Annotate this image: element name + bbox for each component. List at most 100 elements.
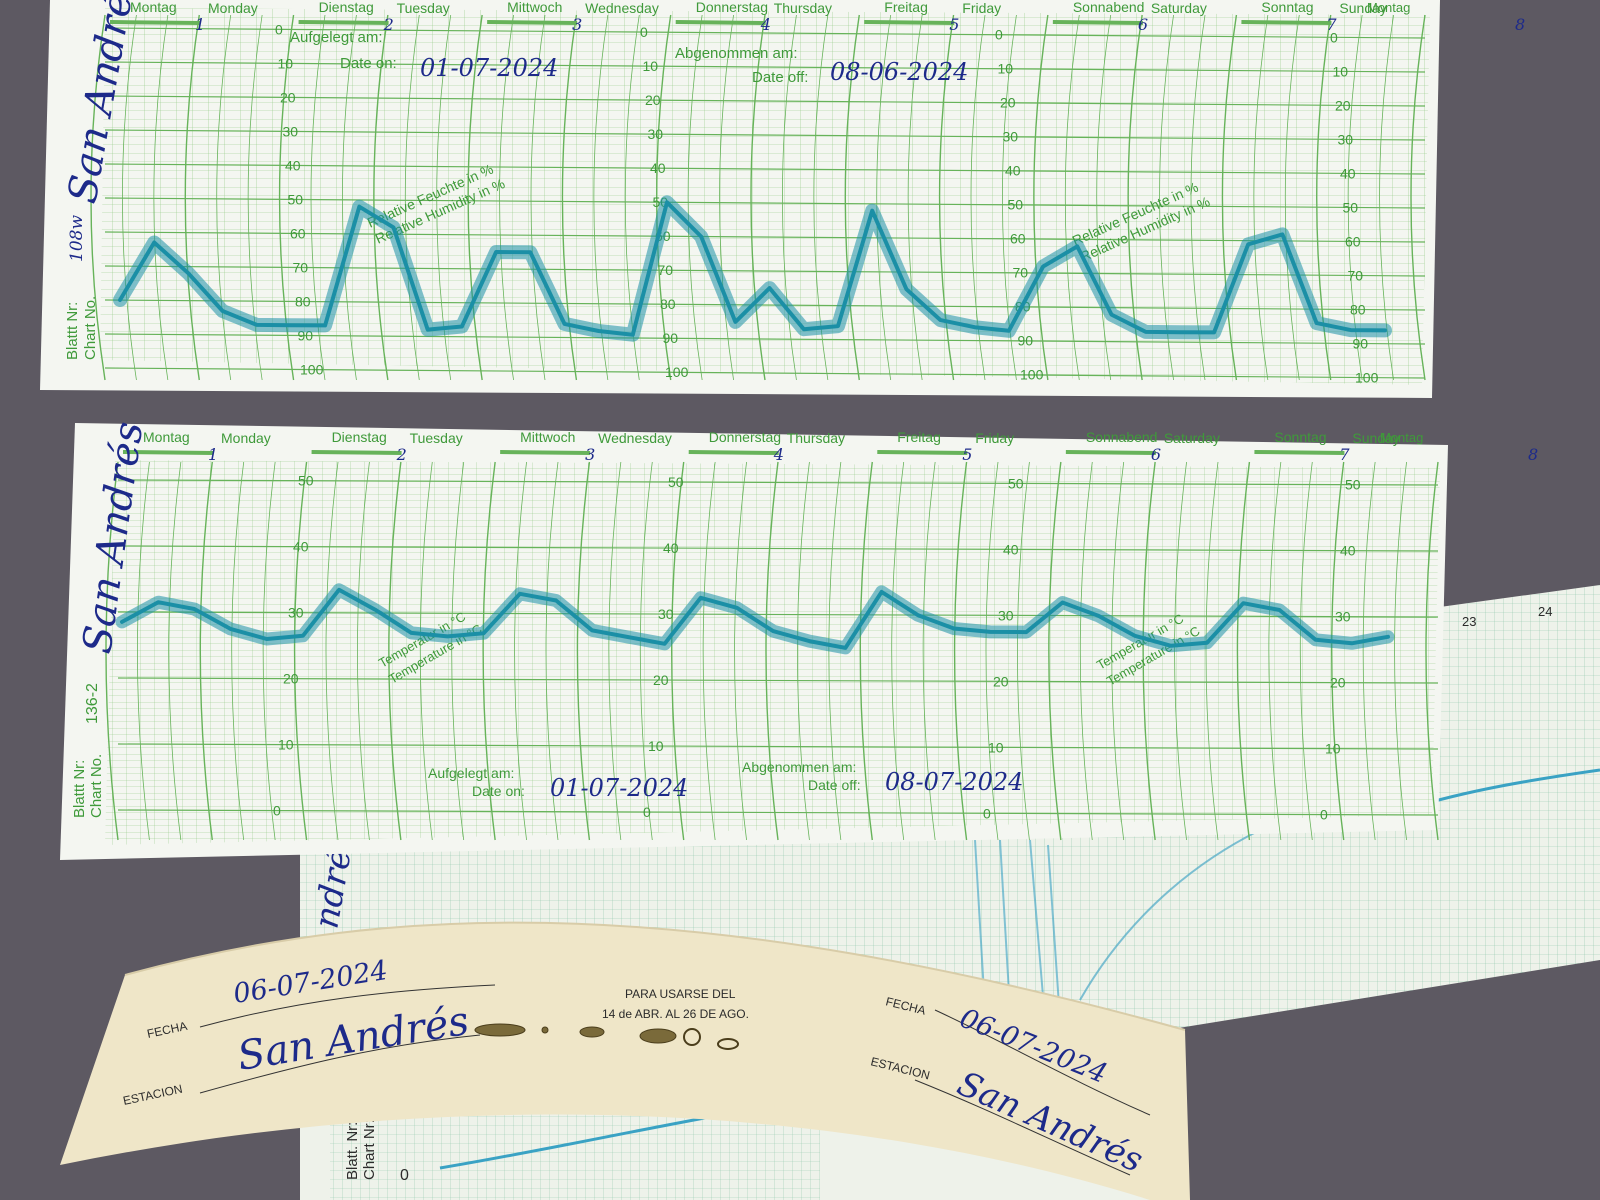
grid-arc <box>1236 461 1251 841</box>
scale-label: 10 <box>1333 63 1349 79</box>
scale-label: 40 <box>1340 543 1356 559</box>
grid-level-line <box>104 163 1426 175</box>
scale-label: 80 <box>1350 301 1366 317</box>
humidity-trace-blot <box>113 195 1392 342</box>
grid-arc <box>293 461 308 841</box>
grid-arc <box>859 461 873 841</box>
day-bar <box>864 20 955 25</box>
scale-label: 40 <box>285 157 301 173</box>
scale-label: 70 <box>293 259 309 275</box>
day-label-en: Thursday <box>774 0 832 16</box>
scale-label: 100 <box>300 361 324 377</box>
humidity-scale: 0102030405060708090100010203040506070809… <box>275 21 1379 385</box>
grid-arc <box>168 461 182 841</box>
scale-label: 20 <box>1330 675 1346 691</box>
day-label-en: Saturday <box>1151 0 1207 16</box>
day-number: 3 <box>572 15 582 34</box>
scale-label: 30 <box>998 607 1014 623</box>
grid-level-line <box>104 265 1426 277</box>
day-label-de: Montag <box>1367 0 1410 15</box>
grid-arc <box>184 14 200 381</box>
day-label-de: Freitag <box>884 0 928 15</box>
scale-label: 70 <box>1013 265 1029 281</box>
scale-label: 30 <box>283 123 299 139</box>
sun-burn-marks <box>474 1023 739 1050</box>
scale-label: 40 <box>650 160 666 176</box>
grid-level-line <box>104 61 1426 73</box>
scale-label: 40 <box>1005 163 1021 179</box>
grid-arc <box>1142 461 1156 841</box>
scale-label: 80 <box>295 293 311 309</box>
grid-arc <box>702 461 716 841</box>
grid-arc <box>639 461 653 841</box>
grid-arc <box>576 461 591 841</box>
grid-arc <box>514 461 527 841</box>
grid-arc <box>1017 461 1030 841</box>
scale-label: 0 <box>640 24 648 40</box>
day-number: 2 <box>396 445 407 464</box>
grid-arc <box>216 14 232 381</box>
grid-arc <box>922 461 936 841</box>
grid-arc <box>1425 461 1439 841</box>
day-bar <box>298 20 389 25</box>
day-label-en: Wednesday <box>598 430 672 446</box>
humidity-chart-no-label-en: Chart No. <box>82 296 99 360</box>
day-label-en: Friday <box>962 0 1001 16</box>
day-number: 8 <box>1528 445 1538 464</box>
day-number: 7 <box>1339 445 1350 464</box>
scale-label: 10 <box>988 739 1004 755</box>
grid-arc <box>1079 461 1093 841</box>
grid-level-line <box>117 677 1439 684</box>
day-label-de: Sonnabend <box>1086 429 1158 445</box>
grid-arc <box>451 461 465 841</box>
day-label-en: Wednesday <box>585 0 659 16</box>
day-bar <box>1052 20 1143 25</box>
temperature-scale: 50 40 30 20 10 0 50 40 30 20 10 0 50 40 30 20 10 0 50 40 30 2… <box>273 473 1361 823</box>
day-bar <box>311 450 402 455</box>
grid-level-line <box>117 743 1439 750</box>
scale-label: 50 <box>1008 197 1024 213</box>
grid-level-line <box>104 95 1426 107</box>
humidity-date-off: 08-06-2024 <box>830 58 968 86</box>
scale-label: 20 <box>280 89 296 105</box>
scale-label: 0 <box>1330 29 1338 45</box>
day-bar <box>487 20 578 25</box>
grid-arc <box>1221 14 1238 381</box>
grid-level-line <box>104 27 1426 39</box>
grid-arc <box>545 461 559 841</box>
grid-arc <box>907 14 923 381</box>
scale-label: 0 <box>995 27 1003 43</box>
grid-arc <box>1033 14 1049 381</box>
day-label-en: Saturday <box>1164 430 1220 446</box>
scale-label: 60 <box>1345 233 1361 249</box>
temperature-date-on: 01-07-2024 <box>550 774 688 802</box>
grid-arc <box>499 14 514 381</box>
day-label-de: Sonntag <box>1261 0 1313 15</box>
scale-label: 50 <box>298 473 314 489</box>
scale-label: 0 <box>273 803 281 819</box>
day-label-en: Thursday <box>787 430 845 446</box>
grid-arc <box>1048 461 1062 841</box>
grid-arc <box>844 14 860 381</box>
humidity-grid <box>90 14 1426 381</box>
hour-label-23: 23 <box>1462 614 1476 629</box>
grid-level-line <box>117 809 1439 816</box>
scale-label: 40 <box>1340 165 1356 181</box>
day-number: 4 <box>773 445 784 464</box>
grid-arc <box>357 461 370 841</box>
temperature-chart: 5040302010050403020100504030201005040302… <box>60 419 1538 860</box>
day-label-en: Friday <box>975 430 1014 446</box>
grid-arc <box>985 461 999 841</box>
scale-label: 30 <box>1003 129 1019 145</box>
grid-level-line <box>117 611 1439 618</box>
grid-arc <box>388 461 402 841</box>
grid-level-line <box>117 479 1439 486</box>
scale-label: 20 <box>993 673 1009 689</box>
grid-arc <box>938 14 955 381</box>
card-usage-line2: 14 de ABR. AL 26 DE AGO. <box>602 1007 749 1021</box>
scale-label: 20 <box>283 671 299 687</box>
grid-level-line <box>104 333 1426 345</box>
day-bar <box>1254 450 1345 455</box>
temperature-label-on-de: Aufgelegt am: <box>428 765 514 781</box>
